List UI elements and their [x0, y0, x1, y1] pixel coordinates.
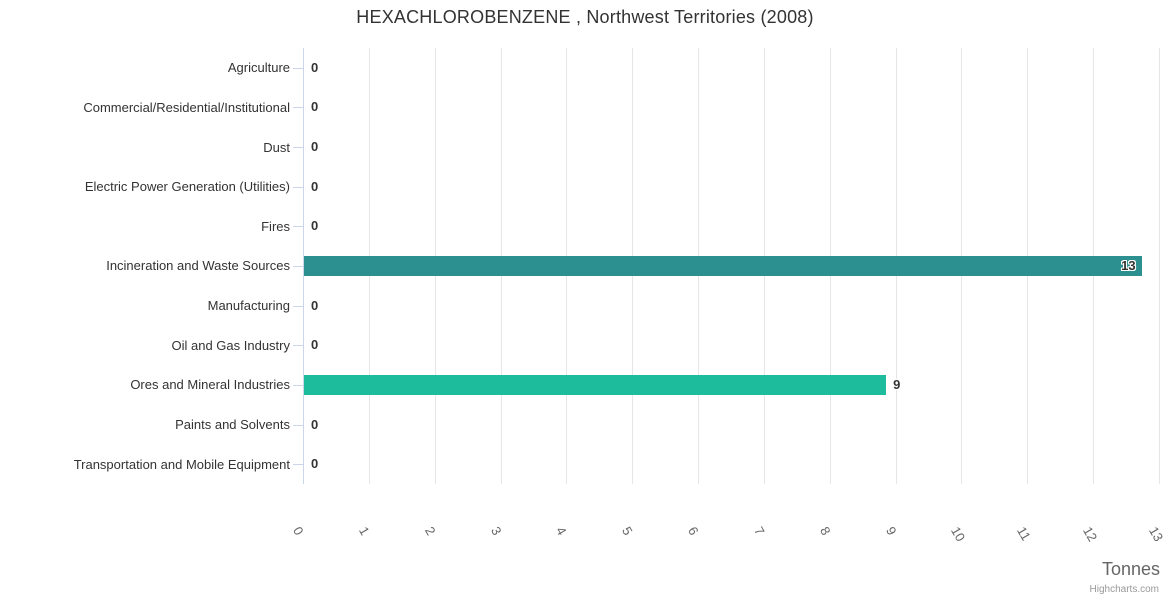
- y-axis-tick: [293, 464, 303, 466]
- y-axis-tick: [293, 345, 303, 347]
- category-label: Transportation and Mobile Equipment: [73, 456, 290, 472]
- x-tick-label: 11: [1014, 524, 1035, 544]
- x-tick-label: 2: [421, 524, 439, 538]
- y-axis-tick: [293, 107, 303, 109]
- x-tick-label: 3: [487, 524, 505, 538]
- bar[interactable]: [304, 256, 1142, 276]
- bar-value-label: 0: [311, 337, 319, 353]
- x-tick-label: 0: [290, 524, 307, 538]
- bar[interactable]: [304, 374, 887, 395]
- bar-value-label: 13: [1121, 258, 1136, 273]
- chart-title: HEXACHLOROBENZENE , Northwest Territorie…: [356, 7, 814, 27]
- bar-value-label: 0: [311, 416, 319, 432]
- category-label: Paints and Solvents: [175, 417, 290, 433]
- x-tick-label: 5: [619, 524, 636, 538]
- bar-value-label: 9: [893, 376, 901, 392]
- bar-value-label: 0: [311, 99, 319, 115]
- x-tick-label: 4: [553, 524, 570, 538]
- highcharts-credits-link[interactable]: Highcharts.com: [1089, 584, 1159, 595]
- bar-value-label: 0: [311, 178, 319, 194]
- y-axis-tick: [293, 305, 303, 307]
- y-axis-tick: [293, 147, 303, 149]
- bar-value-label: 0: [311, 59, 319, 75]
- category-label: Ores and Mineral Industries: [130, 377, 290, 393]
- category-label: Manufacturing: [207, 298, 290, 314]
- y-axis-tick: [293, 186, 303, 188]
- bar-value-label: 0: [311, 297, 319, 313]
- category-label: Incineration and Waste Sources: [106, 258, 290, 274]
- y-axis-tick: [293, 384, 303, 386]
- y-axis-tick: [293, 67, 303, 69]
- y-axis-tick: [293, 226, 303, 228]
- x-tick-label: 9: [882, 524, 900, 538]
- category-label: Oil and Gas Industry: [171, 337, 291, 353]
- category-label: Electric Power Generation (Utilities): [84, 179, 290, 195]
- x-tick-label: 6: [685, 524, 702, 538]
- category-label: Commercial/Residential/Institutional: [83, 99, 290, 115]
- category-label: Fires: [261, 218, 290, 234]
- category-label: Dust: [263, 139, 290, 155]
- plot-area: 0 0 0 0 0 13 0 0 9 0 0: [303, 48, 1160, 484]
- bar-value-label: 0: [311, 456, 319, 472]
- x-tick-label: 7: [750, 524, 768, 538]
- x-tick-label: 10: [948, 524, 969, 545]
- bar-value-label: 0: [311, 139, 319, 155]
- x-axis-title: Tonnes: [1101, 559, 1160, 579]
- x-tick-label: 1: [355, 524, 373, 538]
- x-tick-label: 12: [1080, 524, 1101, 545]
- bar-value-label: 0: [311, 218, 319, 234]
- grid-line: [1159, 48, 1160, 484]
- y-axis-tick: [293, 424, 303, 426]
- x-tick-label: 13: [1146, 524, 1167, 545]
- x-tick-label: 8: [816, 524, 834, 538]
- y-axis-tick: [293, 266, 303, 267]
- category-label: Agriculture: [227, 60, 290, 76]
